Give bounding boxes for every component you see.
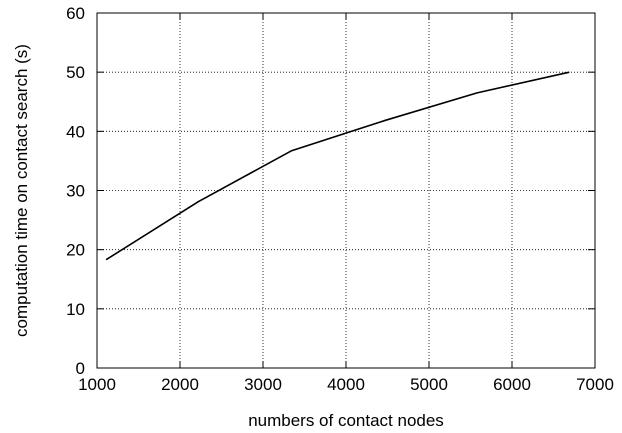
- y-tick-label: 0: [76, 359, 85, 378]
- x-tick-label: 2000: [161, 375, 199, 394]
- x-tick-label: 3000: [244, 375, 282, 394]
- x-tick-label: 5000: [410, 375, 448, 394]
- y-axis-title: computation time on contact search (s): [12, 44, 31, 337]
- x-tick-label: 4000: [327, 375, 365, 394]
- y-tick-label: 40: [66, 122, 85, 141]
- grid: [97, 13, 595, 368]
- plot-frame: [96, 12, 596, 369]
- y-tick-label: 20: [66, 241, 85, 260]
- x-tick-label: 1000: [78, 375, 116, 394]
- x-axis-title: numbers of contact nodes: [248, 411, 444, 430]
- y-tick-label: 50: [66, 63, 85, 82]
- y-tick-label: 30: [66, 182, 85, 201]
- series-layer: [105, 71, 570, 261]
- y-tick-label: 10: [66, 300, 85, 319]
- tick-labels: 1000 2000 3000 4000 5000 6000 7000 0 10 20 30 40 50 6…: [66, 4, 614, 394]
- y-tick-label: 60: [66, 4, 85, 23]
- series-line: [105, 71, 570, 261]
- x-tick-label: 6000: [493, 375, 531, 394]
- x-tick-label: 7000: [576, 375, 614, 394]
